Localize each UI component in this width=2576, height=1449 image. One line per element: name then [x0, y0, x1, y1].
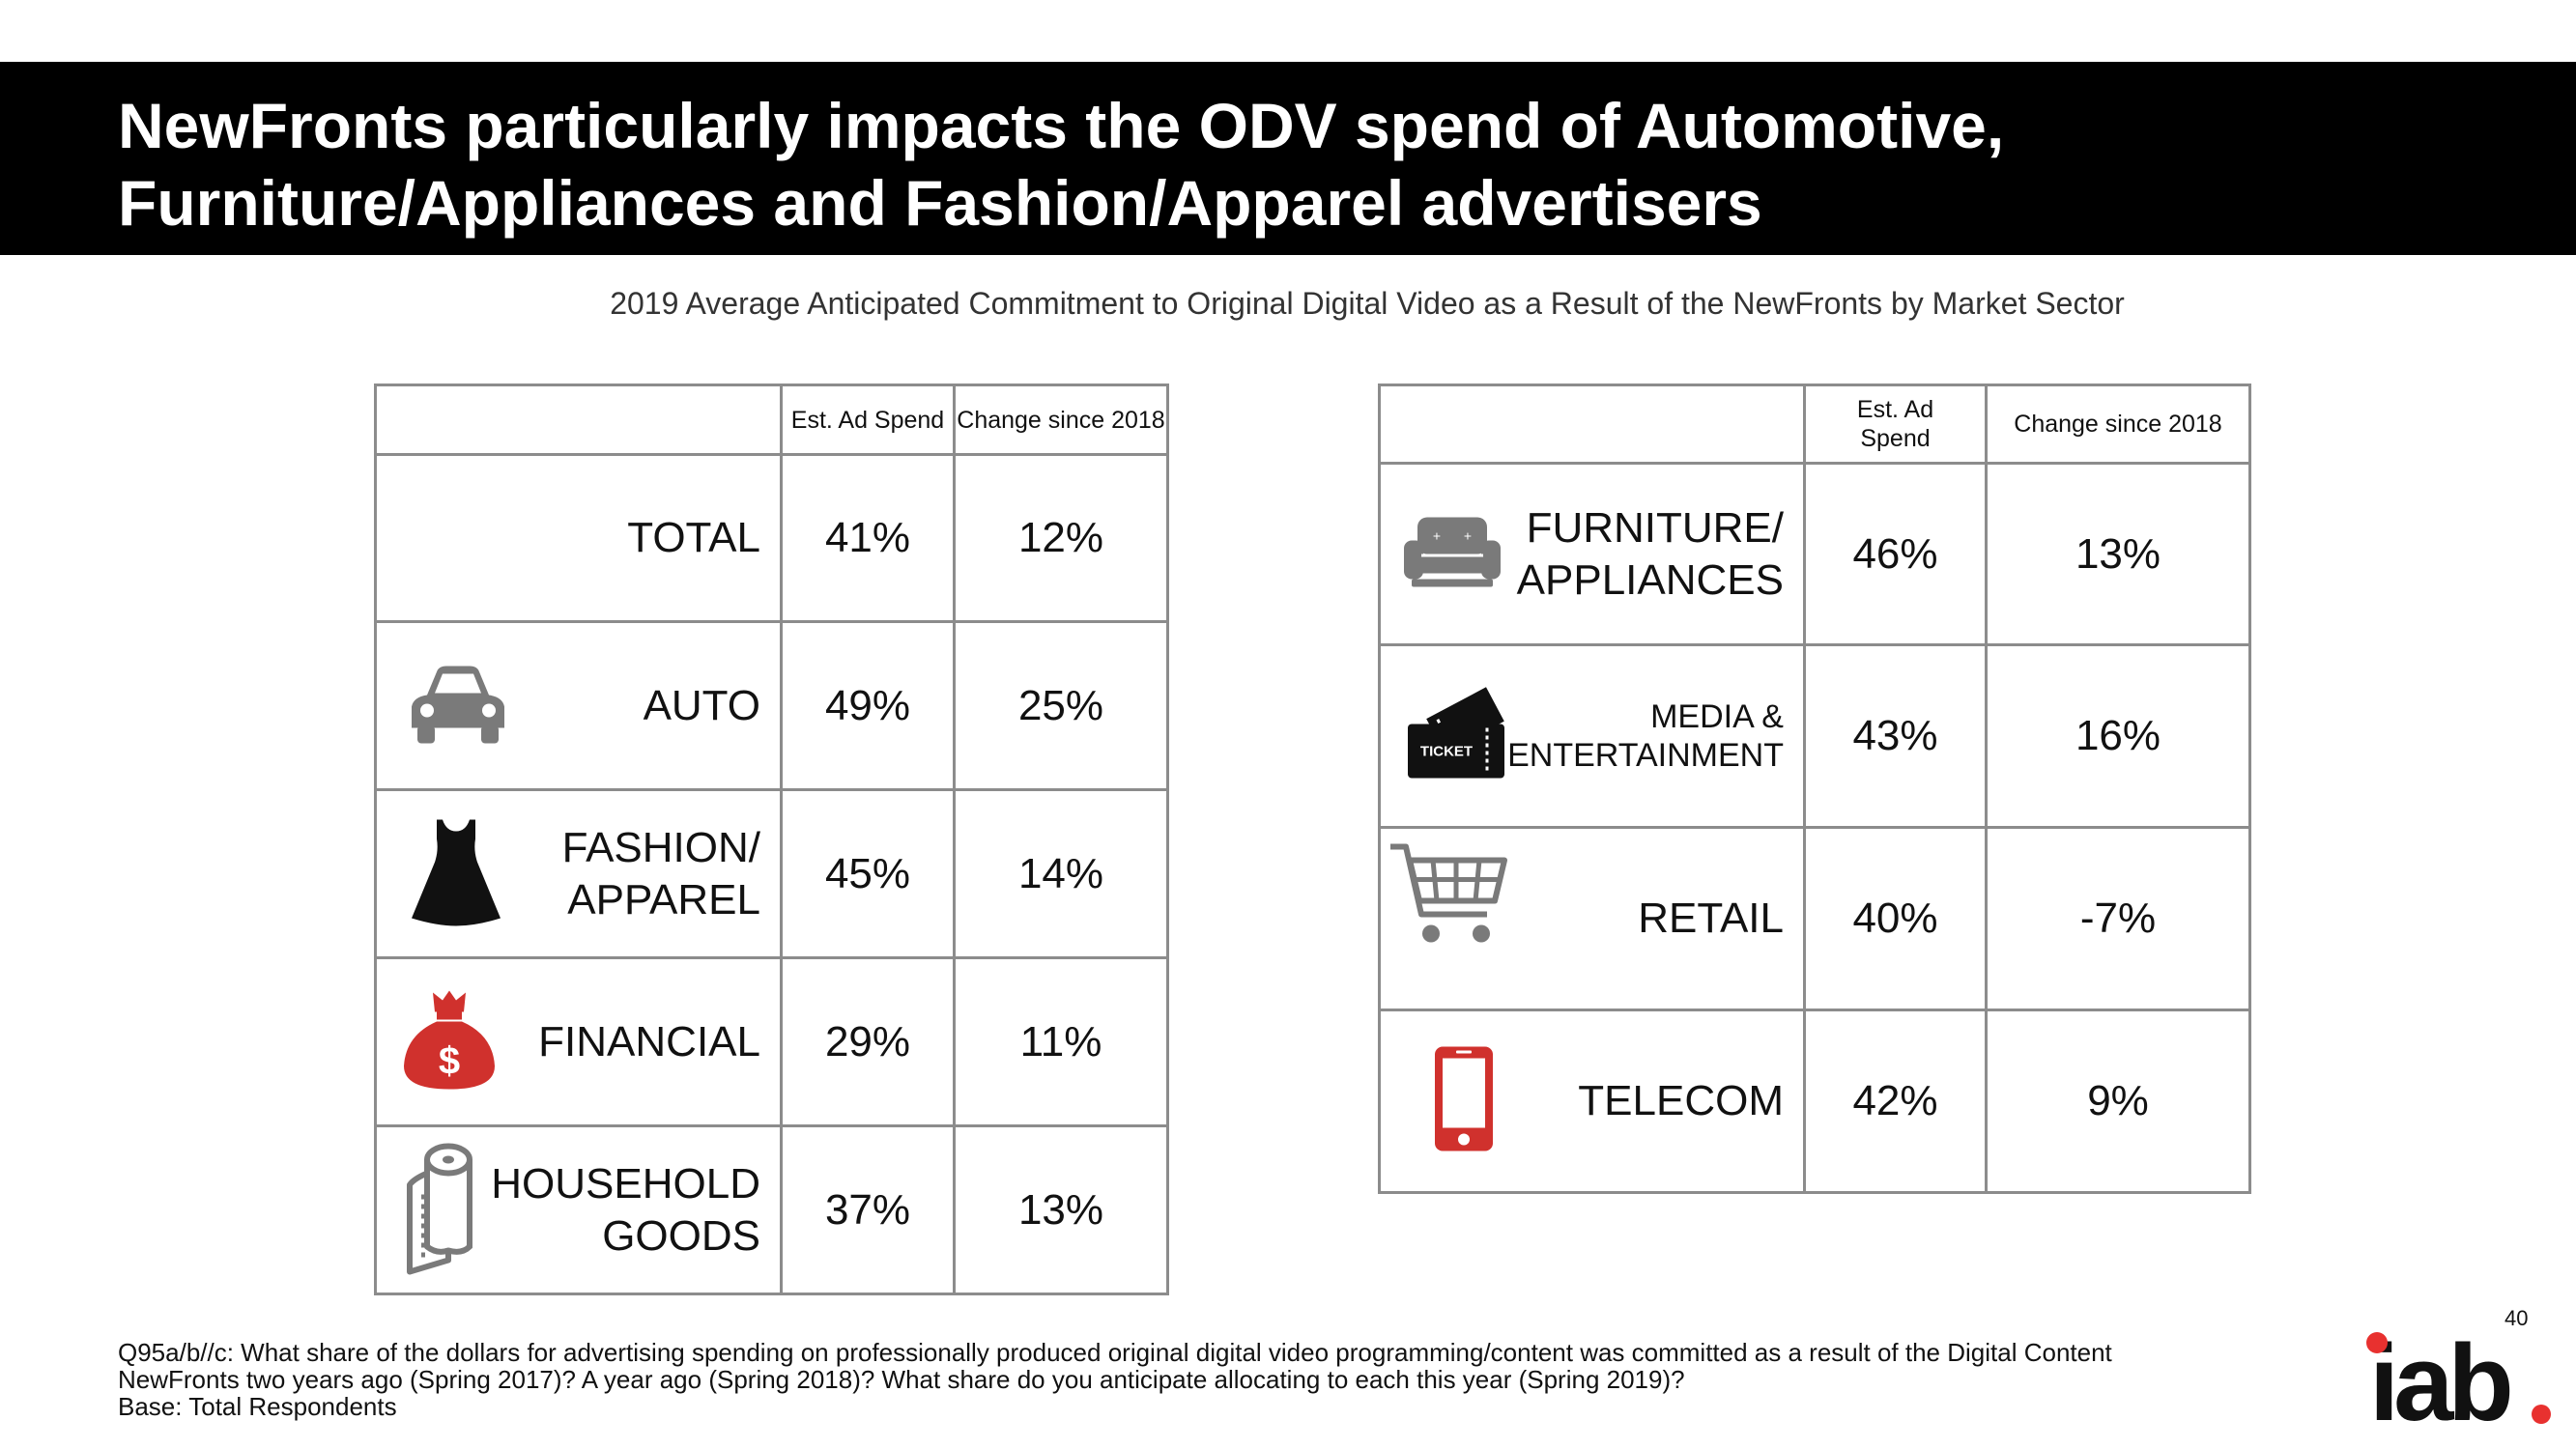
- header-change-since-2018: Change since 2018: [1985, 384, 2251, 465]
- row-label-line-2: APPLIANCES: [1516, 555, 1784, 604]
- change-value: -7%: [1985, 826, 2251, 1011]
- change-value: 16%: [1985, 643, 2251, 829]
- svg-text:+: +: [1464, 527, 1472, 543]
- row-label: HOUSEHOLD GOODS: [491, 1158, 760, 1263]
- change-value: 13%: [953, 1124, 1169, 1295]
- row-label-line-1: HOUSEHOLD: [491, 1159, 760, 1208]
- money-bag-icon: $: [402, 988, 497, 1095]
- row-label-line-1: FURNITURE/: [1526, 503, 1784, 552]
- footnote-line-1: Q95a/b//c: What share of the dollars for…: [118, 1338, 2112, 1367]
- est-ad-spend-value: 40%: [1803, 826, 1988, 1011]
- header-empty-cell: [374, 384, 783, 456]
- row-label-text: TELECOM: [1578, 1077, 1784, 1124]
- change-value: 14%: [953, 788, 1169, 959]
- table-row: FASHION/ APPAREL 45% 14%: [374, 788, 1169, 959]
- header-est-ad-spend-line-1: Est. Ad: [1856, 396, 1934, 423]
- change-value: 12%: [953, 453, 1169, 623]
- row-label-line-1: FASHION/: [561, 823, 760, 871]
- sofa-icon: + +: [1404, 515, 1501, 593]
- table-row: RETAIL 40% -7%: [1378, 826, 2251, 1011]
- est-ad-spend-value: 49%: [780, 620, 956, 791]
- left-sector-table: Est. Ad Spend Change since 2018 TOTAL 41…: [374, 384, 1169, 1295]
- table-row: TELECOM 42% 9%: [1378, 1009, 2251, 1194]
- title-bar: NewFronts particularly impacts the ODV s…: [0, 62, 2576, 255]
- svg-text:+: +: [1433, 527, 1441, 543]
- footnote-line-2: NewFronts two years ago (Spring 2017)? A…: [118, 1365, 1685, 1394]
- right-sector-table: Est. Ad Spend Change since 2018 + + FU: [1378, 384, 2251, 1194]
- row-label-line-2: APPAREL: [567, 875, 760, 923]
- row-label-cell: $ FINANCIAL: [374, 956, 783, 1127]
- row-label-cell: TELECOM: [1378, 1009, 1806, 1194]
- row-label-cell: TOTAL: [374, 453, 783, 623]
- row-label: AUTO: [644, 680, 760, 732]
- table-row: + + FURNITURE/ APPLIANCES 46% 13%: [1378, 462, 2251, 646]
- row-label: FINANCIAL: [538, 1016, 760, 1068]
- title-line-1: NewFronts particularly impacts the ODV s…: [118, 90, 2005, 161]
- change-value: 11%: [953, 956, 1169, 1127]
- row-label-cell: RETAIL: [1378, 826, 1806, 1011]
- est-ad-spend-value: 42%: [1803, 1009, 1988, 1194]
- table-row: HOUSEHOLD GOODS 37% 13%: [374, 1124, 1169, 1295]
- page-title: NewFronts particularly impacts the ODV s…: [118, 87, 2485, 242]
- row-label-text: TOTAL: [627, 514, 760, 561]
- row-label-line-2: GOODS: [602, 1211, 760, 1260]
- logo-text: iab: [2369, 1325, 2509, 1432]
- ticket-icon: TICKET: [1404, 686, 1508, 787]
- row-label: TOTAL: [627, 512, 760, 564]
- table-row: TICKET MEDIA & ENTERTAINMENT 43% 16%: [1378, 643, 2251, 829]
- row-label-line-1: MEDIA &: [1650, 698, 1784, 735]
- dress-icon: [408, 817, 504, 930]
- table-row: TOTAL 41% 12%: [374, 453, 1169, 623]
- car-icon: [406, 660, 510, 752]
- mobile-phone-icon: [1433, 1045, 1495, 1158]
- row-label-cell: TICKET MEDIA & ENTERTAINMENT: [1378, 643, 1806, 829]
- est-ad-spend-value: 46%: [1803, 462, 1988, 646]
- chart-subtitle: 2019 Average Anticipated Commitment to O…: [610, 286, 2125, 321]
- table-header-row: Est. Ad Spend Change since 2018: [374, 384, 1169, 456]
- row-label: TELECOM: [1578, 1075, 1784, 1127]
- change-value: 9%: [1985, 1009, 2251, 1194]
- row-label-text: FINANCIAL: [538, 1017, 760, 1065]
- est-ad-spend-value: 43%: [1803, 643, 1988, 829]
- est-ad-spend-value: 45%: [780, 788, 956, 959]
- ticket-icon-text: TICKET: [1420, 744, 1473, 760]
- row-label-cell: + + FURNITURE/ APPLIANCES: [1378, 462, 1806, 646]
- row-label-text: RETAIL: [1638, 895, 1784, 942]
- row-label-cell: FASHION/ APPAREL: [374, 788, 783, 959]
- est-ad-spend-value: 29%: [780, 956, 956, 1127]
- svg-text:$: $: [439, 1039, 460, 1082]
- row-label: FASHION/ APPAREL: [562, 822, 760, 926]
- iab-logo: iab: [2363, 1322, 2557, 1443]
- row-label-cell: AUTO: [374, 620, 783, 791]
- header-empty-cell: [1378, 384, 1806, 465]
- shopping-cart-icon: [1388, 841, 1508, 952]
- change-value: 25%: [953, 620, 1169, 791]
- est-ad-spend-value: 41%: [780, 453, 956, 623]
- footnote: Q95a/b//c: What share of the dollars for…: [118, 1339, 2340, 1420]
- row-label: MEDIA & ENTERTAINMENT: [1507, 697, 1784, 775]
- row-label-cell: HOUSEHOLD GOODS: [374, 1124, 783, 1295]
- header-est-ad-spend: Est. Ad Spend: [780, 384, 956, 456]
- row-label-line-2: ENTERTAINMENT: [1507, 737, 1784, 774]
- footnote-line-3: Base: Total Respondents: [118, 1392, 397, 1421]
- paper-towel-icon: [404, 1140, 473, 1280]
- row-label-text: AUTO: [643, 681, 760, 729]
- header-est-ad-spend-line-2: Spend: [1860, 425, 1931, 452]
- table-row: $ FINANCIAL 29% 11%: [374, 956, 1169, 1127]
- header-change-since-2018: Change since 2018: [953, 384, 1169, 456]
- change-value: 13%: [1985, 462, 2251, 646]
- row-label: RETAIL: [1638, 893, 1784, 945]
- est-ad-spend-value: 37%: [780, 1124, 956, 1295]
- table-row: AUTO 49% 25%: [374, 620, 1169, 791]
- table-header-row: Est. Ad Spend Change since 2018: [1378, 384, 2251, 465]
- title-line-2: Furniture/Appliances and Fashion/Apparel…: [118, 167, 1762, 239]
- page-number: 40: [2504, 1306, 2529, 1330]
- row-label: FURNITURE/ APPLIANCES: [1517, 502, 1784, 607]
- header-est-ad-spend: Est. Ad Spend: [1803, 384, 1988, 465]
